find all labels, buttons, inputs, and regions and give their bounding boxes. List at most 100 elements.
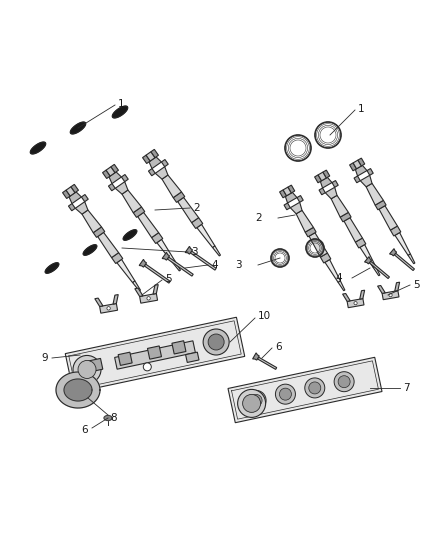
Circle shape — [305, 378, 325, 398]
Polygon shape — [153, 285, 158, 294]
Polygon shape — [104, 416, 112, 421]
Polygon shape — [353, 160, 361, 169]
Polygon shape — [320, 177, 332, 188]
Text: 4: 4 — [211, 260, 218, 270]
Polygon shape — [314, 175, 321, 183]
Polygon shape — [162, 252, 170, 260]
Polygon shape — [83, 245, 97, 255]
Text: 7: 7 — [403, 383, 410, 393]
Polygon shape — [123, 230, 137, 240]
Polygon shape — [338, 281, 345, 290]
Circle shape — [208, 334, 224, 350]
Polygon shape — [283, 187, 291, 196]
Polygon shape — [373, 266, 380, 276]
Polygon shape — [379, 206, 397, 230]
Polygon shape — [162, 175, 181, 198]
Polygon shape — [309, 233, 328, 257]
Polygon shape — [253, 353, 259, 360]
Polygon shape — [296, 211, 314, 232]
Circle shape — [107, 306, 110, 310]
Polygon shape — [162, 159, 168, 167]
Polygon shape — [344, 218, 362, 242]
Text: 2: 2 — [255, 213, 262, 223]
Polygon shape — [30, 142, 46, 154]
Circle shape — [78, 360, 96, 378]
Polygon shape — [139, 260, 146, 267]
Polygon shape — [394, 253, 414, 271]
Polygon shape — [319, 188, 325, 195]
Polygon shape — [382, 290, 399, 300]
Polygon shape — [109, 172, 121, 183]
Polygon shape — [347, 298, 364, 308]
Polygon shape — [360, 245, 375, 267]
Polygon shape — [395, 232, 410, 255]
Polygon shape — [323, 170, 330, 178]
Polygon shape — [148, 168, 155, 176]
Polygon shape — [111, 164, 118, 173]
Circle shape — [250, 394, 262, 406]
Polygon shape — [102, 170, 110, 179]
Polygon shape — [320, 253, 331, 263]
Polygon shape — [117, 260, 135, 282]
Circle shape — [246, 390, 266, 410]
Polygon shape — [408, 254, 415, 264]
Circle shape — [354, 302, 357, 305]
Polygon shape — [178, 197, 199, 223]
Polygon shape — [115, 341, 195, 369]
Polygon shape — [354, 176, 360, 183]
Polygon shape — [332, 181, 338, 187]
Polygon shape — [350, 163, 357, 171]
Polygon shape — [284, 203, 290, 210]
Polygon shape — [56, 372, 100, 408]
Polygon shape — [45, 263, 59, 273]
Polygon shape — [122, 190, 141, 213]
Polygon shape — [133, 281, 141, 291]
Circle shape — [73, 356, 101, 383]
Circle shape — [338, 376, 350, 387]
Polygon shape — [191, 251, 216, 270]
Polygon shape — [366, 183, 383, 205]
Circle shape — [279, 388, 291, 400]
Polygon shape — [258, 357, 277, 369]
Polygon shape — [145, 264, 170, 283]
Polygon shape — [355, 238, 366, 248]
Text: 5: 5 — [413, 280, 420, 290]
Polygon shape — [99, 303, 117, 313]
Polygon shape — [82, 210, 102, 233]
Polygon shape — [98, 232, 119, 257]
Polygon shape — [325, 260, 340, 282]
Polygon shape — [279, 190, 286, 198]
Polygon shape — [121, 174, 128, 182]
Polygon shape — [148, 346, 162, 359]
Polygon shape — [146, 152, 155, 161]
Text: 4: 4 — [336, 273, 342, 283]
Polygon shape — [318, 172, 326, 181]
Circle shape — [334, 372, 354, 392]
Polygon shape — [172, 341, 186, 354]
Circle shape — [389, 294, 392, 297]
Polygon shape — [138, 213, 159, 238]
Polygon shape — [395, 282, 399, 291]
Polygon shape — [64, 379, 92, 401]
Polygon shape — [71, 122, 86, 134]
Text: 5: 5 — [165, 274, 172, 284]
Polygon shape — [140, 294, 158, 303]
Polygon shape — [69, 192, 81, 204]
Polygon shape — [135, 288, 143, 296]
Polygon shape — [285, 192, 297, 203]
Polygon shape — [71, 184, 78, 193]
Polygon shape — [151, 149, 159, 158]
Polygon shape — [113, 106, 127, 118]
Polygon shape — [81, 195, 88, 201]
Polygon shape — [173, 261, 180, 271]
Circle shape — [147, 297, 150, 300]
Circle shape — [143, 363, 151, 371]
Polygon shape — [112, 253, 123, 263]
Polygon shape — [152, 232, 163, 244]
Text: 6: 6 — [81, 425, 88, 435]
Polygon shape — [340, 212, 351, 222]
Polygon shape — [95, 298, 103, 306]
Text: 3: 3 — [235, 260, 242, 270]
Polygon shape — [325, 187, 337, 199]
Polygon shape — [191, 217, 203, 229]
